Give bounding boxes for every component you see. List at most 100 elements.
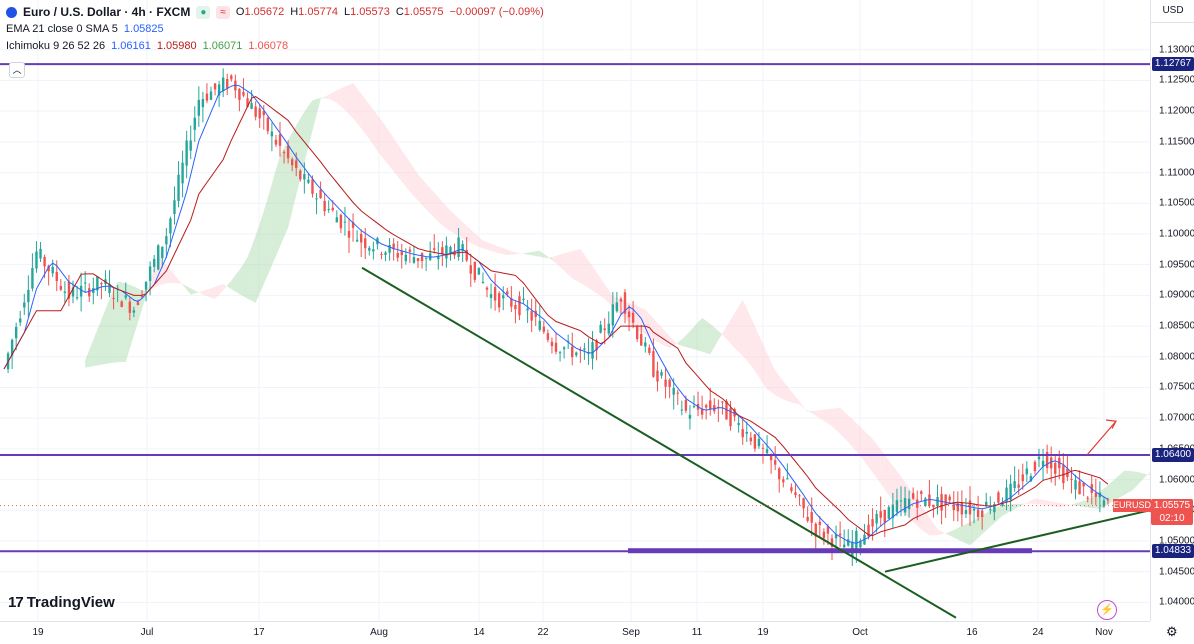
kijun-line [3, 96, 1109, 537]
candle-body [477, 267, 481, 275]
ichimoku-cloud-segment [223, 283, 228, 291]
candle-body [826, 526, 830, 534]
candle-body [952, 504, 955, 511]
ichimoku-cloud-segment [888, 460, 893, 502]
candle-body [546, 333, 550, 340]
candle-body [595, 340, 598, 351]
candle-body [96, 276, 99, 291]
candle-body [396, 253, 399, 258]
ichimoku-cloud-segment [89, 339, 94, 367]
x-tick-label: Aug [370, 627, 388, 638]
ichimoku-cloud-segment [892, 465, 897, 507]
ichimoku-cloud-segment [600, 278, 605, 300]
price-axis[interactable]: 1.13000 1.12500 1.12000 1.11500 1.11000 1.105… [1150, 0, 1194, 621]
ichimoku-cloud-segment [568, 251, 573, 279]
candle-body [566, 340, 570, 342]
ichimoku-cloud-segment [413, 168, 418, 201]
candle-body [769, 454, 773, 461]
low-value: 1.05573 [350, 6, 390, 18]
candle-body [1049, 457, 1053, 469]
ichimoku-cloud-segment [202, 289, 207, 297]
y-tick-label: 1.09000 [1159, 289, 1194, 301]
symbol-icon [6, 7, 17, 18]
ichimoku-cloud-segment [1030, 498, 1035, 504]
tenkan-line [3, 84, 1109, 544]
ichimoku-cloud-segment [787, 386, 792, 403]
ichimoku-cloud-segment [945, 531, 950, 536]
candle-body [989, 509, 992, 511]
candle-body [709, 400, 712, 410]
candle-body [335, 217, 339, 223]
ichimoku-cloud-segment [454, 214, 459, 237]
time-axis[interactable]: 19 Jul 17 Aug 14 22 Sep 11 19 Oct 16 24 Nov [0, 621, 1150, 644]
open-value: 1.05672 [244, 6, 285, 18]
candle-body [652, 351, 655, 377]
candle-body [1037, 456, 1041, 460]
ichimoku-value-tenkan: 1.06161 [111, 40, 151, 52]
candle-body [303, 173, 306, 180]
candle-body [242, 92, 245, 96]
candle-body [725, 400, 728, 420]
ichimoku-cloud-segment [998, 505, 1003, 520]
candle-body [59, 285, 63, 290]
candle-body [384, 252, 387, 255]
legend-ema-row[interactable]: EMA 21 close 0 SMA 5 1.05825 [6, 21, 544, 38]
ichimoku-cloud-segment [580, 248, 585, 286]
ichimoku-cloud-segment [677, 339, 682, 346]
candle-body [372, 249, 375, 252]
wave-icon[interactable]: ≈ [216, 6, 230, 19]
market-status-icon[interactable]: ● [196, 6, 211, 19]
ichimoku-cloud-segment [162, 260, 167, 285]
ichimoku-cloud-segment [1002, 505, 1007, 516]
candle-body [834, 534, 838, 539]
candle-body [615, 302, 619, 312]
symbol-title[interactable]: Euro / U.S. Dollar · 4h · FXCM [23, 5, 191, 19]
ichimoku-cloud-segment [284, 140, 289, 238]
candle-body [944, 494, 947, 505]
ichimoku-cloud-segment [990, 507, 995, 527]
candle-body [392, 243, 395, 250]
lightning-icon[interactable]: ⚡ [1097, 600, 1117, 620]
ichimoku-cloud-segment [535, 250, 540, 257]
ichimoku-cloud-segment [519, 253, 524, 254]
collapse-legend-button[interactable]: ︿ [9, 62, 25, 78]
candle-body [408, 249, 412, 252]
candle-body [891, 504, 895, 518]
candle-body [83, 282, 87, 284]
candle-body [148, 266, 152, 281]
ichimoku-cloud-segment [531, 251, 536, 256]
candle-body [278, 134, 282, 146]
ichimoku-cloud-segment [292, 125, 297, 212]
legend-ichimoku-row[interactable]: Ichimoku 9 26 52 26 1.06161 1.05980 1.06… [6, 38, 544, 55]
ichimoku-cloud-segment [1148, 471, 1150, 476]
candle-body [420, 252, 424, 262]
candle-body [205, 93, 209, 101]
ichimoku-cloud-segment [1063, 503, 1068, 507]
ichimoku-cloud-segment [702, 317, 707, 353]
ichimoku-cloud-segment [101, 309, 106, 365]
ichimoku-cloud-segment [462, 222, 467, 241]
y-tick-label: 1.10000 [1159, 228, 1194, 240]
currency-selector[interactable]: USD [1150, 0, 1194, 23]
ichimoku-cloud-segment [1055, 502, 1060, 508]
tradingview-logo[interactable]: 17 TradingView [8, 594, 115, 611]
candle-body [51, 266, 54, 274]
candle-body [680, 409, 684, 411]
candle-body [802, 498, 805, 509]
settings-gear-icon[interactable]: ⚙ [1166, 624, 1178, 639]
candle-body [607, 323, 610, 334]
ichimoku-cloud-segment [211, 286, 216, 299]
candle-body [956, 503, 960, 512]
ichimoku-cloud-segment [243, 257, 248, 299]
price-chart[interactable] [0, 0, 1150, 621]
candle-body [14, 326, 18, 339]
ichimoku-cloud-segment [190, 288, 195, 295]
candle-body [887, 507, 891, 519]
candle-body [19, 318, 22, 323]
candle-body [871, 519, 874, 527]
chart-area[interactable] [0, 0, 1150, 621]
candle-body [757, 438, 761, 447]
candle-body [806, 516, 809, 521]
candle-body [169, 218, 172, 234]
ichimoku-cloud-segment [880, 449, 885, 490]
